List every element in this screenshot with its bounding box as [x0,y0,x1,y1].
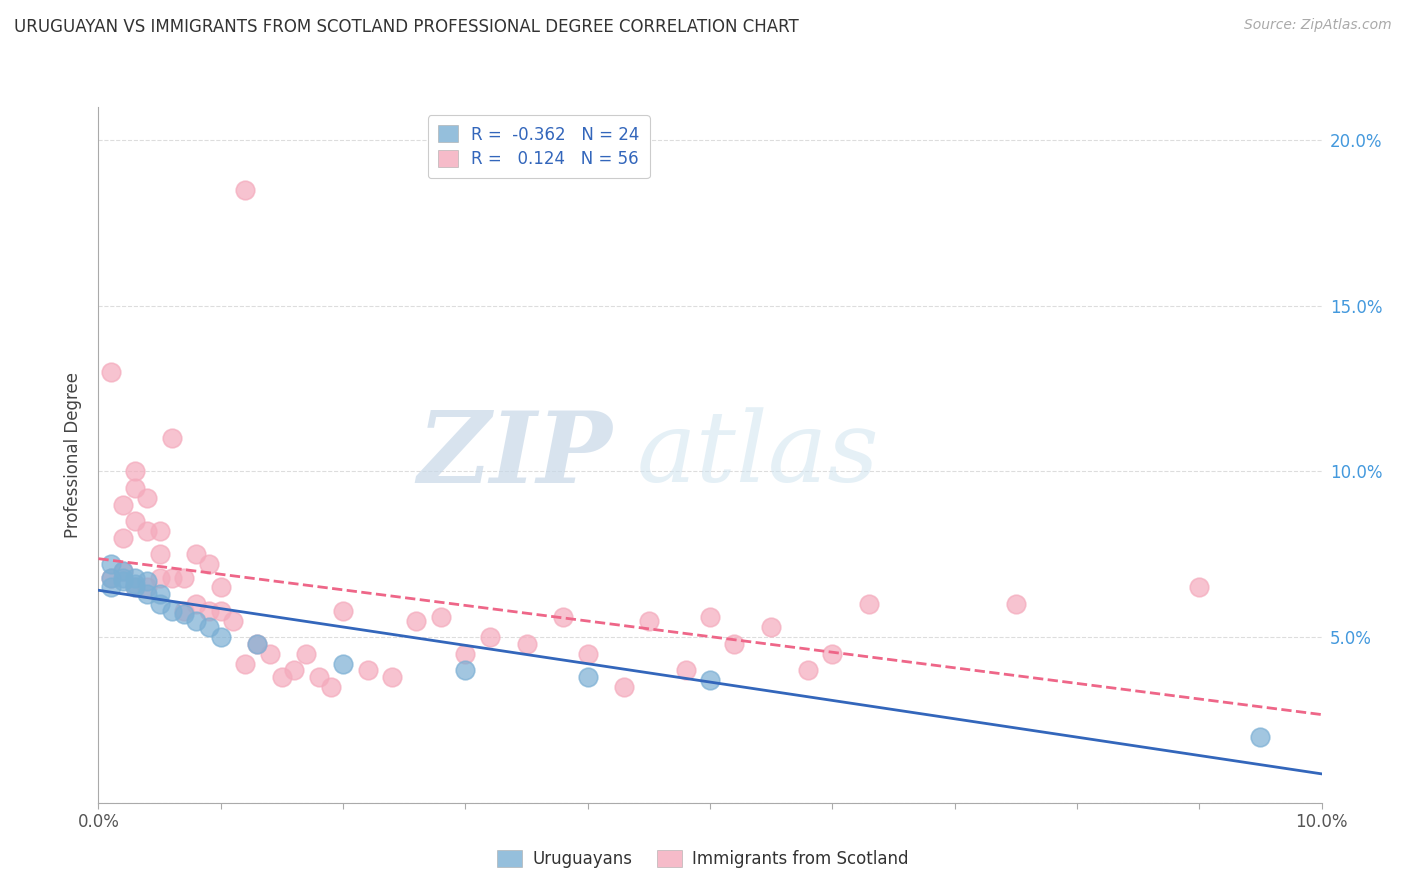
Point [136,587,159,601]
Point [246,637,269,651]
Point [209,630,232,644]
Point [124,577,146,591]
Point [100,365,122,379]
Point [149,524,172,538]
Point [124,481,146,495]
Point [356,663,378,677]
Point [100,581,122,595]
Point [197,604,219,618]
Text: ZIP: ZIP [418,407,612,503]
Point [209,604,232,618]
Point [699,610,721,624]
Point [149,587,172,601]
Point [186,547,208,561]
Point [283,663,305,677]
Point [454,647,477,661]
Point [222,614,245,628]
Point [124,465,146,479]
Point [259,647,281,661]
Point [173,604,195,618]
Point [100,570,122,584]
Point [111,574,134,588]
Point [197,620,219,634]
Point [759,620,782,634]
Point [160,570,183,584]
Point [1188,581,1211,595]
Point [233,183,256,197]
Point [233,657,256,671]
Point [246,637,269,651]
Text: atlas: atlas [637,408,879,502]
Point [405,614,427,628]
Point [1004,597,1026,611]
Point [111,531,134,545]
Point [100,570,122,584]
Point [699,673,721,688]
Point [149,570,172,584]
Point [111,564,134,578]
Point [308,670,330,684]
Point [516,637,538,651]
Point [270,670,292,684]
Point [160,431,183,445]
Point [454,663,477,677]
Point [124,514,146,528]
Point [136,524,159,538]
Point [797,663,820,677]
Point [858,597,880,611]
Point [136,581,159,595]
Point [173,607,195,621]
Point [478,630,501,644]
Point [111,498,134,512]
Point [136,574,159,588]
Point [381,670,404,684]
Point [1249,730,1271,744]
Point [186,614,208,628]
Text: URUGUAYAN VS IMMIGRANTS FROM SCOTLAND PROFESSIONAL DEGREE CORRELATION CHART: URUGUAYAN VS IMMIGRANTS FROM SCOTLAND PR… [14,18,799,36]
Point [124,581,146,595]
Point [111,570,134,584]
Point [149,597,172,611]
Point [173,570,195,584]
Point [100,558,122,572]
Point [136,491,159,505]
Point [723,637,745,651]
Y-axis label: Professional Degree: Professional Degree [65,372,83,538]
Point [160,604,183,618]
Point [637,614,661,628]
Point [111,564,134,578]
Point [186,597,208,611]
Point [124,581,146,595]
Point [576,670,599,684]
Point [576,647,599,661]
Legend: Uruguayans, Immigrants from Scotland: Uruguayans, Immigrants from Scotland [491,843,915,875]
Point [319,680,342,694]
Point [675,663,697,677]
Text: Source: ZipAtlas.com: Source: ZipAtlas.com [1244,18,1392,32]
Point [613,680,636,694]
Point [197,558,219,572]
Point [332,657,354,671]
Point [149,547,172,561]
Point [430,610,453,624]
Point [295,647,318,661]
Legend: R =  -0.362   N = 24, R =   0.124   N = 56: R = -0.362 N = 24, R = 0.124 N = 56 [427,115,650,178]
Point [124,570,146,584]
Point [209,581,232,595]
Point [332,604,354,618]
Point [553,610,575,624]
Point [821,647,844,661]
